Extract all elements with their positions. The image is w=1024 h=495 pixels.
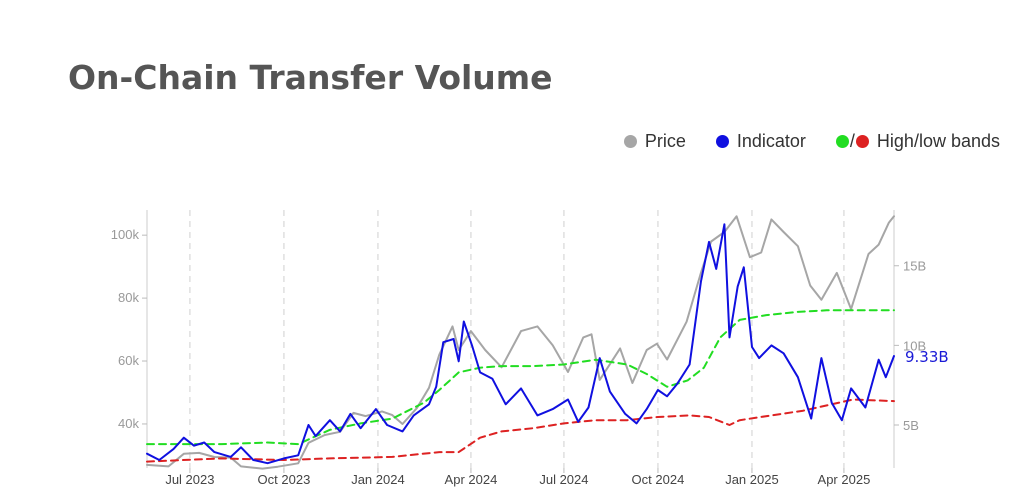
x-tick-label: Oct 2023: [258, 472, 311, 487]
x-tick-label: Apr 2024: [445, 472, 498, 487]
low-band-series-line: [146, 398, 895, 463]
legend-bands-separator: /: [849, 131, 855, 151]
high-band-dot-icon: [835, 135, 849, 148]
x-tick-label: Jul 2024: [539, 472, 588, 487]
x-tick-label: Jul 2023: [165, 472, 214, 487]
legend-label-price: Price: [644, 131, 686, 151]
indicator-last-value-label: 9.33B: [905, 348, 949, 366]
x-tick-label: Jan 2024: [351, 472, 405, 487]
legend-item-bands[interactable]: / High/low bands: [835, 131, 1000, 152]
y-right-tick-label: 15B: [903, 259, 926, 274]
legend-label-bands: High/low bands: [876, 131, 1000, 151]
chart-legend: Price Indicator / High/low bands: [594, 131, 1000, 152]
x-tick-label: Oct 2024: [632, 472, 685, 487]
high-band-series-line: [146, 309, 895, 446]
y-left-tick-label: 60k: [118, 353, 139, 368]
price-dot-icon: [623, 135, 637, 148]
x-tick-label: Apr 2025: [818, 472, 871, 487]
indicator-dot-icon: [715, 135, 729, 148]
indicator-series-line: [146, 223, 895, 465]
price-series-line: [146, 215, 895, 470]
legend-item-price[interactable]: Price: [623, 131, 686, 152]
y-left-tick-label: 40k: [118, 416, 139, 431]
legend-label-indicator: Indicator: [736, 131, 806, 151]
x-tick-label: Jan 2025: [725, 472, 779, 487]
y-right-tick-label: 5B: [903, 418, 919, 433]
low-band-dot-icon: [855, 135, 869, 148]
y-left-tick-label: 100k: [111, 227, 140, 242]
page-title: On-Chain Transfer Volume: [68, 58, 553, 97]
legend-item-indicator[interactable]: Indicator: [715, 131, 806, 152]
y-right-tick-label: 10B: [903, 338, 926, 353]
y-left-tick-label: 80k: [118, 290, 139, 305]
